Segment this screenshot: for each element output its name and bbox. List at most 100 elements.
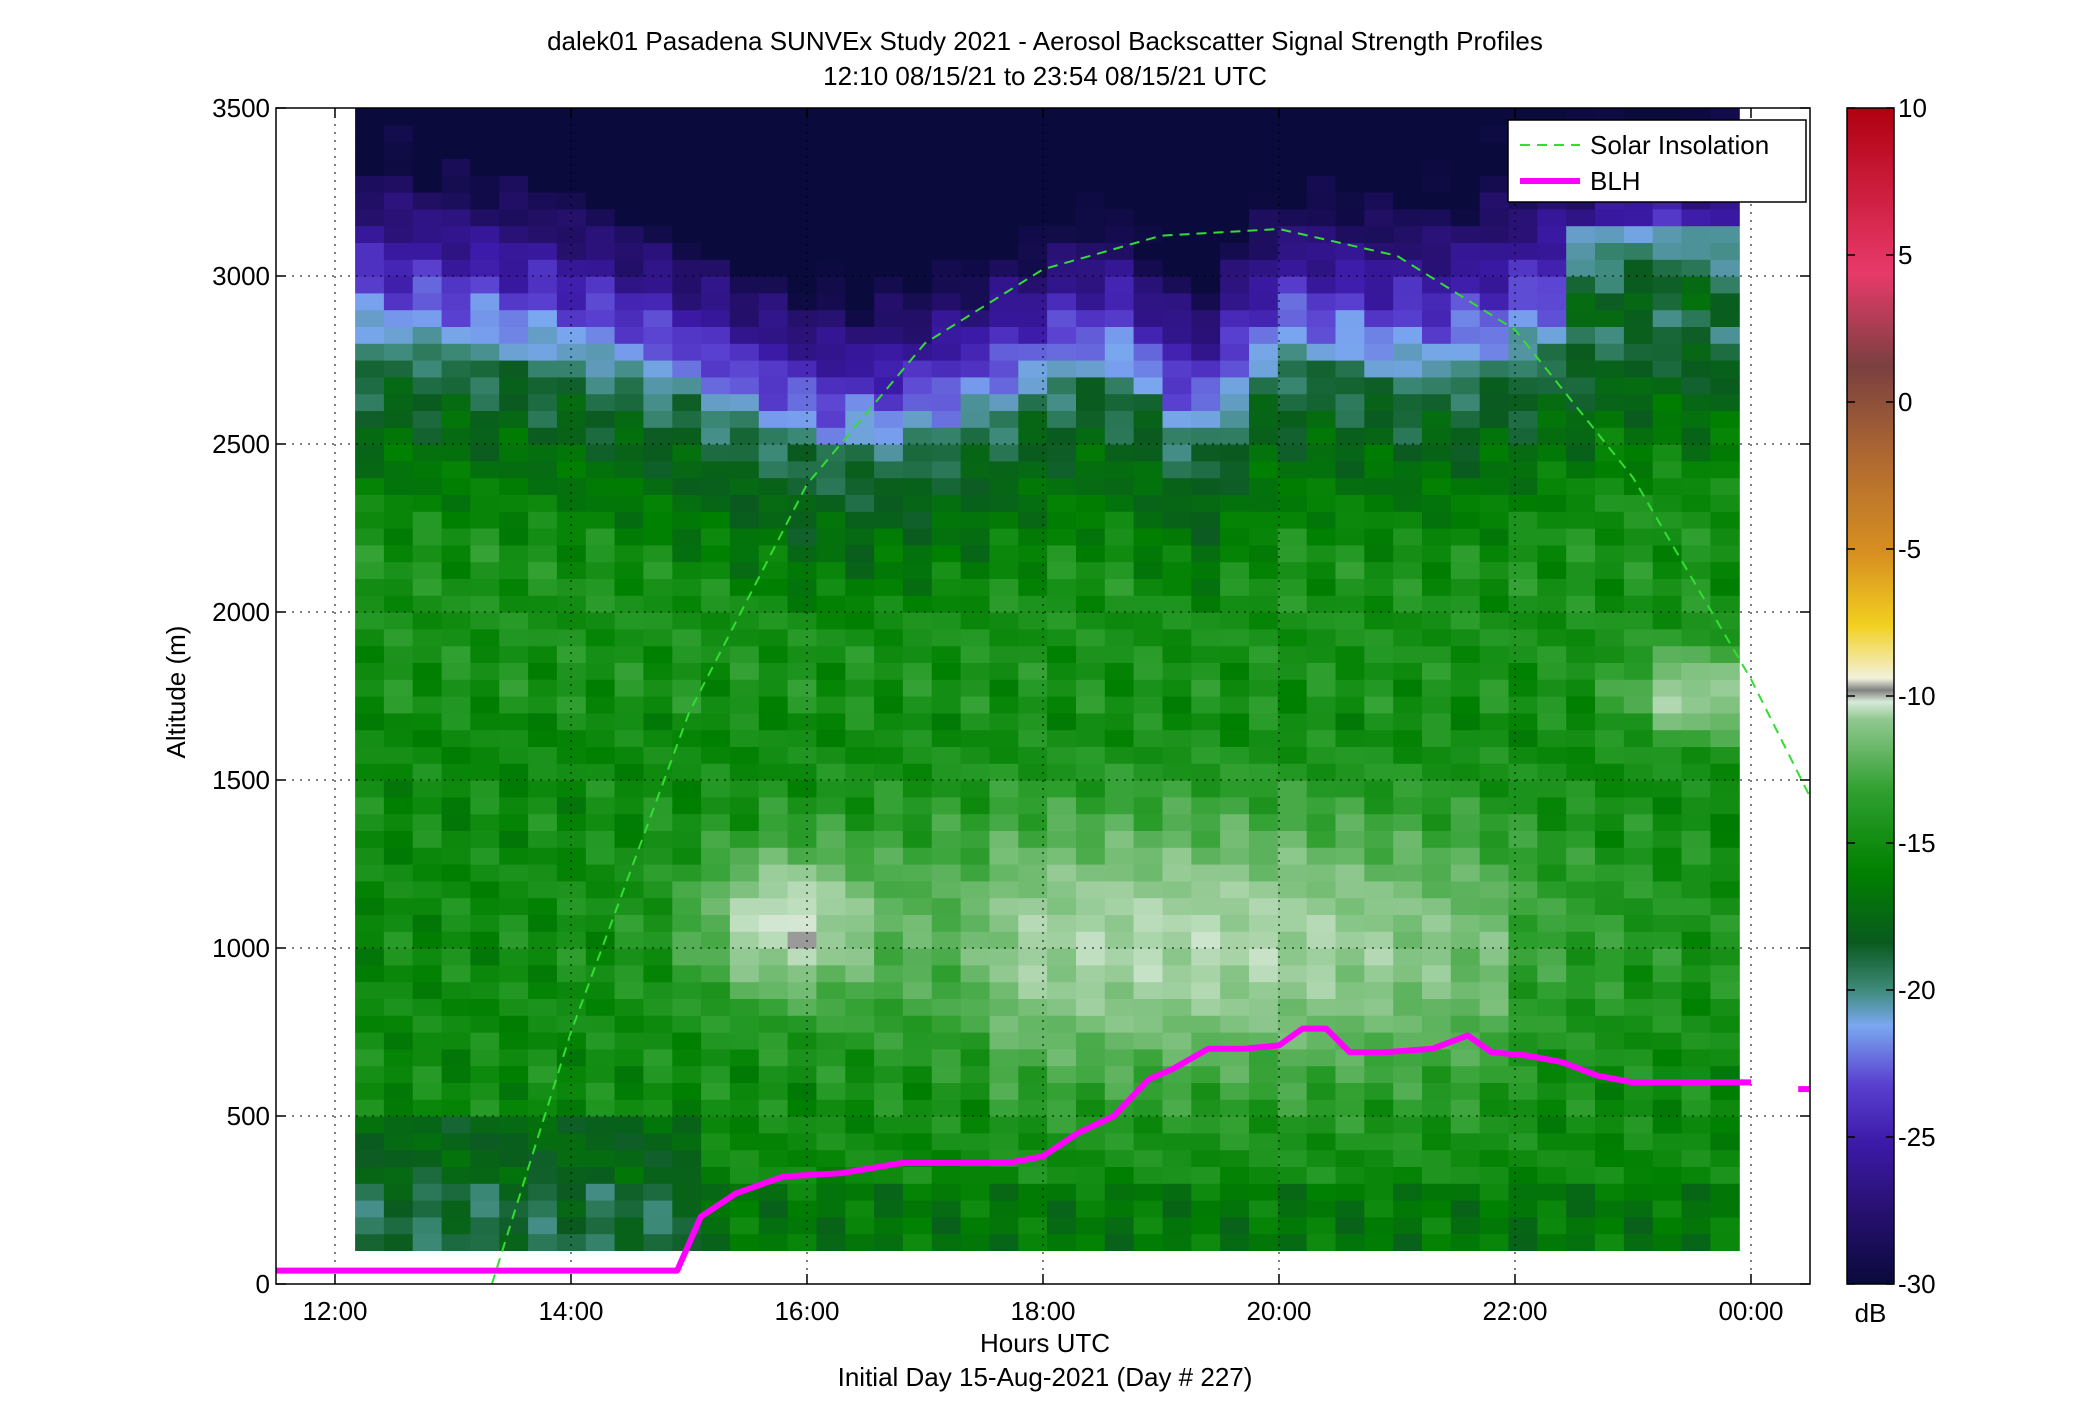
heatmap-cell [1220, 612, 1250, 630]
heatmap-cell [643, 175, 673, 193]
heatmap-cell [1450, 628, 1481, 647]
heatmap-cell [643, 544, 673, 563]
heatmap-cell [1191, 662, 1221, 680]
heatmap-cell [528, 208, 558, 227]
heatmap-cell [1681, 393, 1711, 411]
heatmap-cell [729, 175, 760, 193]
heatmap-cell [556, 1149, 587, 1167]
heatmap-cell [758, 830, 789, 848]
heatmap-cell [1479, 864, 1510, 882]
heatmap-cell [614, 746, 644, 764]
heatmap-cell [499, 763, 529, 781]
heatmap-cell [1450, 864, 1481, 882]
heatmap-cell [1566, 662, 1596, 680]
heatmap-cell [729, 679, 760, 697]
heatmap-cell [787, 528, 817, 546]
heatmap-cell [585, 780, 616, 798]
heatmap-cell [1479, 561, 1510, 579]
heatmap-cell [383, 259, 414, 277]
heatmap-cell [1450, 208, 1481, 227]
heatmap-cell [1681, 460, 1711, 479]
heatmap-cell [1710, 981, 1740, 999]
heatmap-cell [1652, 242, 1683, 260]
heatmap-cell [1162, 1116, 1192, 1134]
heatmap-cell [672, 276, 702, 294]
heatmap-cell [1076, 729, 1106, 747]
colorbar-label: dB [1855, 1298, 1887, 1328]
heatmap-cell [989, 780, 1019, 798]
heatmap-cell [470, 259, 500, 277]
heatmap-cell [931, 998, 962, 1016]
heatmap-cell [729, 108, 760, 126]
heatmap-cell [1652, 309, 1683, 327]
heatmap-cell [672, 595, 702, 613]
heatmap-cell [931, 746, 962, 764]
heatmap-cell [758, 1183, 789, 1201]
heatmap-cell [787, 544, 817, 563]
heatmap-cell [1422, 309, 1452, 327]
heatmap-cell [1249, 696, 1279, 714]
heatmap-cell [729, 1233, 760, 1251]
heatmap-cell [1681, 1233, 1711, 1251]
heatmap-cell [1681, 376, 1711, 395]
heatmap-cell [1537, 1183, 1567, 1201]
heatmap-cell [1335, 964, 1365, 983]
heatmap-cell [989, 292, 1019, 311]
heatmap-cell [1076, 1166, 1106, 1184]
heatmap-cell [1710, 964, 1740, 983]
heatmap-cell [1393, 696, 1423, 714]
heatmap-cell [701, 662, 731, 680]
heatmap-cell [556, 158, 587, 176]
heatmap-cell [1249, 763, 1279, 781]
heatmap-cell [1595, 511, 1625, 529]
heatmap-cell [845, 645, 875, 663]
heatmap-cell [412, 1149, 443, 1167]
heatmap-cell [874, 1216, 904, 1235]
heatmap-cell [1623, 544, 1654, 563]
heatmap-cell [1393, 309, 1423, 327]
heatmap-cell [643, 914, 673, 932]
heatmap-cell [1191, 931, 1221, 949]
heatmap-cell [989, 813, 1019, 831]
heatmap-cell [499, 225, 529, 243]
heatmap-cell [1047, 897, 1077, 915]
heatmap-cell [1623, 1149, 1654, 1167]
heatmap-cell [643, 208, 673, 227]
heatmap-cell [816, 393, 846, 411]
heatmap-cell [1537, 628, 1567, 647]
heatmap-cell [816, 343, 846, 361]
heatmap-cell [989, 1048, 1019, 1067]
heatmap-cell [441, 393, 471, 411]
heatmap-cell [816, 864, 846, 882]
heatmap-cell [1133, 645, 1163, 663]
heatmap-cell [1508, 276, 1538, 294]
heatmap-cell [412, 729, 443, 747]
heatmap-cell [355, 612, 385, 630]
heatmap-cell [701, 981, 731, 999]
heatmap-cell [1422, 864, 1452, 882]
heatmap-cell [412, 410, 443, 428]
heatmap-cell [1652, 561, 1683, 579]
heatmap-cell [1710, 410, 1740, 428]
heatmap-cell [1595, 578, 1625, 596]
heatmap-cell [412, 864, 443, 882]
heatmap-cell [1450, 981, 1481, 999]
heatmap-cell [614, 796, 644, 815]
heatmap-cell [729, 964, 760, 983]
heatmap-cell [1652, 696, 1683, 714]
heatmap-cell [1104, 192, 1135, 210]
heatmap-cell [1479, 813, 1510, 831]
heatmap-cell [528, 192, 558, 210]
heatmap-cell [1479, 796, 1510, 815]
heatmap-cell [729, 1065, 760, 1083]
heatmap-cell [470, 662, 500, 680]
heatmap-cell [816, 108, 846, 126]
heatmap-cell [383, 1015, 414, 1033]
heatmap-cell [787, 1116, 817, 1134]
heatmap-cell [1335, 343, 1365, 361]
heatmap-cell [470, 276, 500, 294]
heatmap-cell [528, 763, 558, 781]
heatmap-cell [1623, 1082, 1654, 1100]
heatmap-cell [1018, 780, 1048, 798]
